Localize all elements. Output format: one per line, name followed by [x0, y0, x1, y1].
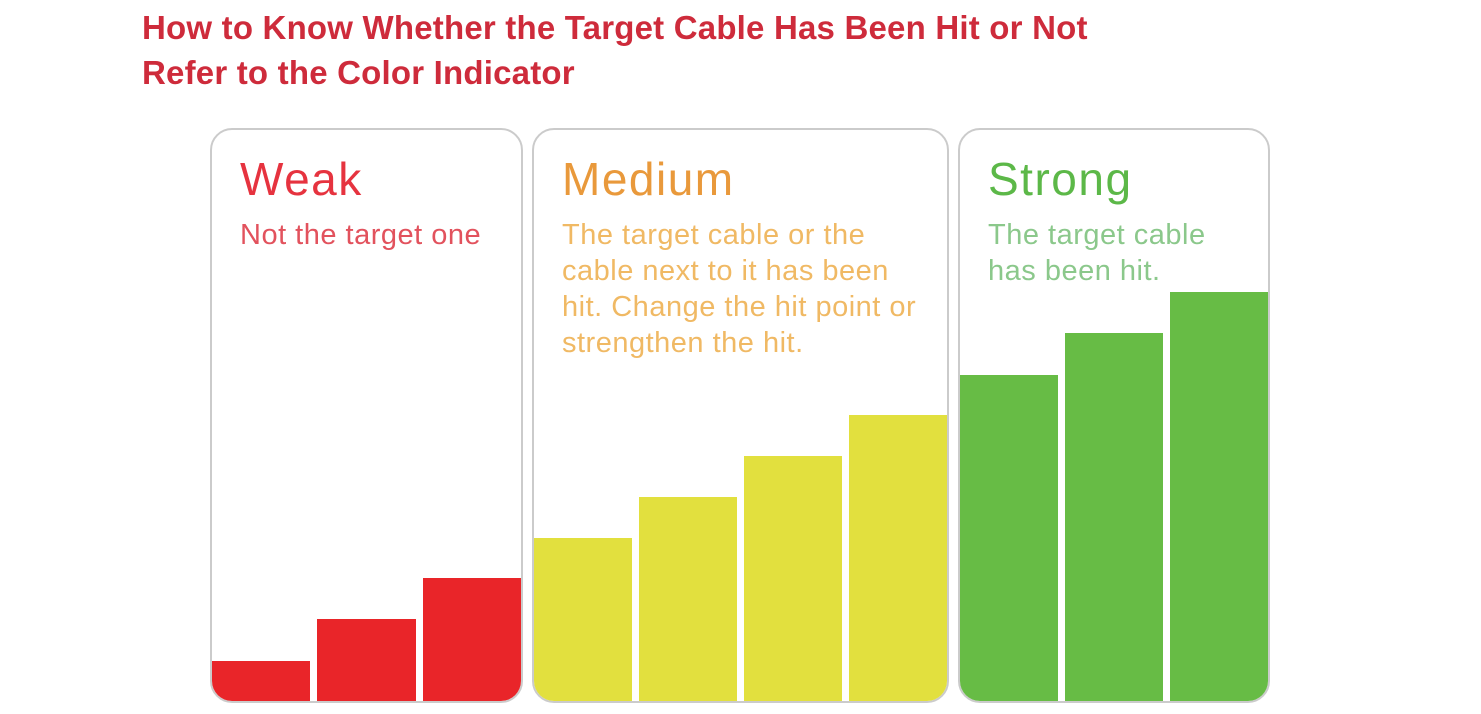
weak-signal-bars: [212, 578, 521, 701]
weak-signal-bar: [212, 661, 311, 701]
medium-signal-bar: [534, 538, 632, 701]
weak-indicator-card: Weak Not the target one: [210, 128, 523, 703]
page-title-line1: How to Know Whether the Target Cable Has…: [142, 9, 1088, 46]
page-title-line2: Refer to the Color Indicator: [142, 54, 575, 91]
strong-indicator-card: Strong The target cable has been hit.: [958, 128, 1270, 703]
medium-signal-bar: [639, 497, 737, 701]
strong-signal-bar: [1170, 292, 1268, 701]
weak-card-description: Not the target one: [240, 219, 482, 251]
medium-signal-bar: [744, 456, 842, 701]
medium-signal-bars: [534, 415, 947, 701]
strong-signal-bar: [1065, 333, 1163, 701]
weak-card-title: Weak: [240, 153, 363, 205]
medium-indicator-card: Medium The target cable or the cable nex…: [532, 128, 949, 703]
medium-signal-bar: [849, 415, 947, 701]
medium-card-title: Medium: [562, 153, 735, 205]
strong-signal-bar: [960, 375, 1058, 701]
page-title: How to Know Whether the Target Cable Has…: [142, 5, 1088, 95]
strong-signal-bars: [960, 292, 1268, 701]
medium-card-description: The target cable or the cable next to it…: [562, 219, 917, 359]
weak-signal-bar: [422, 578, 521, 701]
weak-signal-bar: [317, 619, 416, 701]
indicator-cards: Weak Not the target one Medium The targe…: [210, 128, 1270, 703]
strong-card-title: Strong: [988, 153, 1133, 205]
strong-card-description: The target cable has been hit.: [988, 219, 1206, 287]
